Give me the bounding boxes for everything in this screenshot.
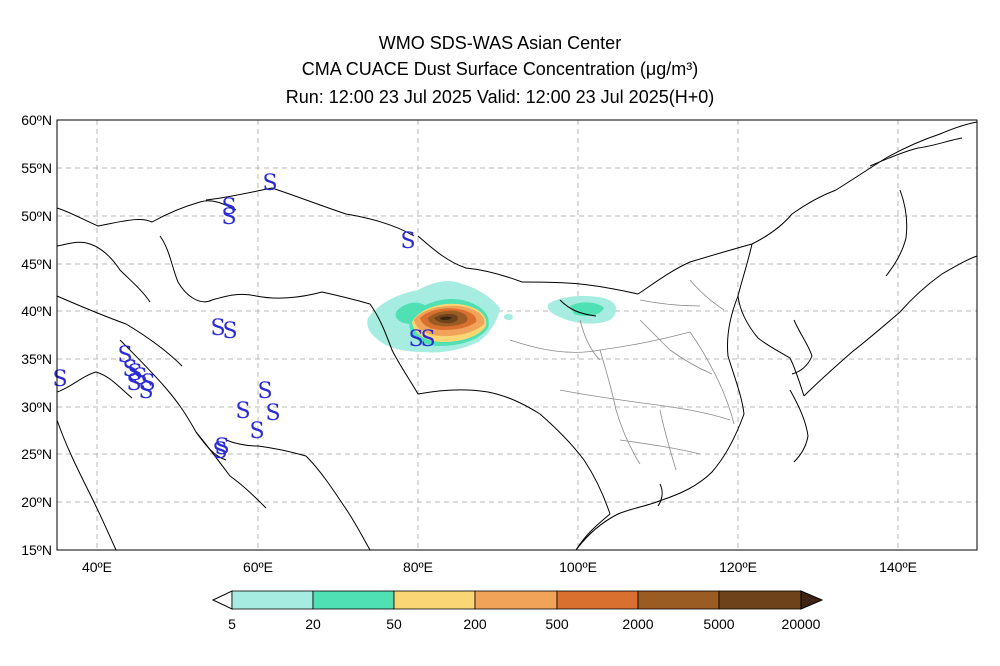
map-frame xyxy=(56,119,978,551)
site-marker: S xyxy=(420,327,435,352)
lon-tick: 80ºE xyxy=(403,559,433,575)
colorbar-label: 20 xyxy=(305,616,321,632)
site-marker: S xyxy=(400,229,415,254)
site-marker: S xyxy=(262,171,277,196)
colorbar-segment xyxy=(718,590,802,610)
longitude-axis: 40ºE 60ºE 80ºE 100ºE 120ºE 140ºE xyxy=(82,559,917,575)
site-marker: S xyxy=(257,379,272,404)
lat-tick: 45ºN xyxy=(21,256,52,272)
site-marker: S xyxy=(122,357,137,382)
dust-contours xyxy=(367,281,617,353)
lon-tick: 60ºE xyxy=(243,559,273,575)
colorbar-upper-arrow xyxy=(800,590,824,610)
province-boundaries xyxy=(509,279,735,471)
site-marker: S xyxy=(249,419,264,444)
colorbar-segment xyxy=(312,590,395,610)
lon-tick: 120ºE xyxy=(719,559,757,575)
site-marker: S xyxy=(210,316,225,341)
dust-contour-20000 xyxy=(440,316,452,321)
site-marker: S xyxy=(214,435,229,460)
gridlines xyxy=(57,120,977,550)
colorbar-label: 200 xyxy=(463,616,487,632)
title-line-3: Run: 12:00 23 Jul 2025 Valid: 12:00 23 J… xyxy=(285,87,715,107)
site-marker: S xyxy=(126,371,141,396)
colorbar-segment xyxy=(556,590,639,610)
lat-tick: 30ºN xyxy=(21,399,52,415)
title-line-1: WMO SDS-WAS Asian Center xyxy=(378,33,622,53)
site-marker: S xyxy=(212,439,227,464)
site-marker: S xyxy=(408,327,423,352)
site-marker: S xyxy=(138,379,153,404)
colorbar-segment xyxy=(231,590,314,610)
colorbar-label: 20000 xyxy=(782,616,821,632)
site-marker: S xyxy=(235,399,250,424)
lat-tick: 15ºN xyxy=(21,542,52,558)
lon-tick: 100ºE xyxy=(559,559,597,575)
lon-tick: 140ºE xyxy=(879,559,917,575)
site-marker: S xyxy=(140,371,155,396)
lon-tick: 40ºE xyxy=(82,559,112,575)
colorbar-segment xyxy=(474,590,558,610)
colorbar-lower-arrow xyxy=(211,590,233,610)
lat-tick: 20ºN xyxy=(21,494,52,510)
colorbar-label: 500 xyxy=(545,616,569,632)
site-marker: S xyxy=(117,343,132,368)
site-marker: S xyxy=(222,319,237,344)
site-marker: S xyxy=(265,401,280,426)
title-line-2: CMA CUACE Dust Surface Concentration (μg… xyxy=(301,59,699,79)
site-marker: S xyxy=(132,365,147,390)
colorbar-label: 5000 xyxy=(703,616,734,632)
colorbar-segment xyxy=(393,590,476,610)
site-marker: S xyxy=(221,205,236,230)
colorbar-label: 2000 xyxy=(622,616,653,632)
site-marker: S xyxy=(221,195,236,220)
colorbar-label: 5 xyxy=(228,616,236,632)
coastlines-and-borders xyxy=(56,121,978,551)
site-marker: S xyxy=(127,361,142,386)
site-marker: S xyxy=(52,367,67,392)
colorbar-label: 50 xyxy=(386,616,402,632)
lat-tick: 35ºN xyxy=(21,351,52,367)
lat-tick: 25ºN xyxy=(21,446,52,462)
lat-tick: 40ºN xyxy=(21,303,52,319)
colorbar-segment xyxy=(637,590,720,610)
lat-tick: 50ºN xyxy=(21,208,52,224)
latitude-axis: 60ºN 55ºN 50ºN 45ºN 40ºN 35ºN 30ºN 25ºN … xyxy=(21,112,52,558)
lat-tick: 55ºN xyxy=(21,160,52,176)
lat-tick: 60ºN xyxy=(21,112,52,128)
dust-contour-5-small xyxy=(504,313,513,321)
colorbar: 5 20 50 200 500 2000 5000 20000 xyxy=(211,590,824,632)
